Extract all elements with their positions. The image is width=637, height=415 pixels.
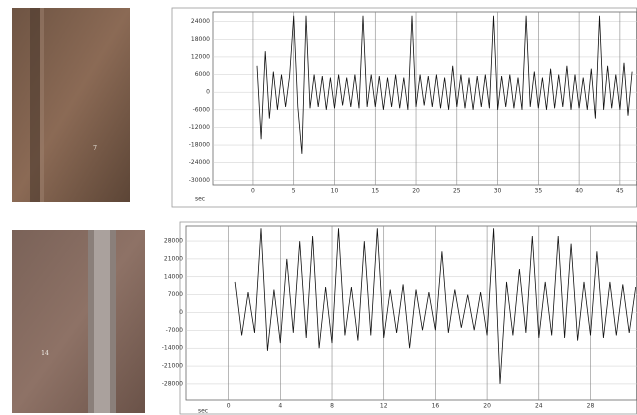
specimen-photo: 7 (12, 8, 130, 202)
x-tick-label: 45 (616, 188, 624, 195)
x-tick-label: 15 (371, 188, 379, 195)
y-tick-label: -7000 (166, 327, 184, 334)
y-tick-label: -21000 (162, 363, 183, 370)
y-tick-label: -30000 (189, 177, 210, 184)
y-tick-label: 28000 (164, 238, 183, 245)
x-tick-label: 24 (535, 403, 543, 410)
x-tick-label: 35 (535, 188, 543, 195)
x-tick-label: 0 (251, 188, 255, 195)
y-tick-label: -14000 (162, 345, 183, 352)
y-tick-label: 21000 (164, 255, 183, 262)
chart-frame (179, 221, 637, 415)
y-tick-label: 6000 (195, 71, 210, 78)
chart-frame (171, 7, 637, 208)
y-tick-label: 24000 (191, 18, 210, 25)
y-tick-label: -18000 (189, 142, 210, 149)
specimen-label: 7 (93, 145, 97, 152)
x-tick-label: 12 (380, 403, 388, 410)
x-tick-label: 20 (483, 403, 491, 410)
signal-line (256, 15, 633, 154)
y-tick-label: 18000 (191, 36, 210, 43)
specimen-photo: 14 (12, 230, 145, 413)
x-tick-label: 25 (453, 188, 461, 195)
y-tick-label: 14000 (164, 273, 183, 280)
y-tick-label: -12000 (189, 124, 210, 131)
x-tick-label: 4 (278, 403, 282, 410)
y-tick-label: -6000 (193, 106, 211, 113)
x-tick-label: 20 (412, 188, 420, 195)
x-tick-label: 16 (432, 403, 440, 410)
y-tick-label: 7000 (168, 291, 183, 298)
y-tick-label: -24000 (189, 159, 210, 166)
plot-area (212, 11, 637, 186)
x-axis-label: sec (198, 408, 208, 415)
x-tick-label: 10 (331, 188, 339, 195)
y-tick-label: 0 (206, 89, 210, 96)
x-tick-label: 40 (575, 188, 583, 195)
specimen-label: 14 (41, 350, 49, 357)
y-tick-label: -28000 (162, 380, 183, 387)
x-tick-label: 8 (330, 403, 334, 410)
x-tick-label: 28 (587, 403, 595, 410)
x-tick-label: 30 (494, 188, 502, 195)
signal-line (234, 228, 637, 384)
x-tick-label: 0 (227, 403, 231, 410)
y-tick-label: 12000 (191, 53, 210, 60)
x-axis-label: sec (195, 196, 205, 203)
y-tick-label: 0 (179, 309, 183, 316)
plot-area (185, 225, 637, 401)
x-tick-label: 5 (292, 188, 296, 195)
